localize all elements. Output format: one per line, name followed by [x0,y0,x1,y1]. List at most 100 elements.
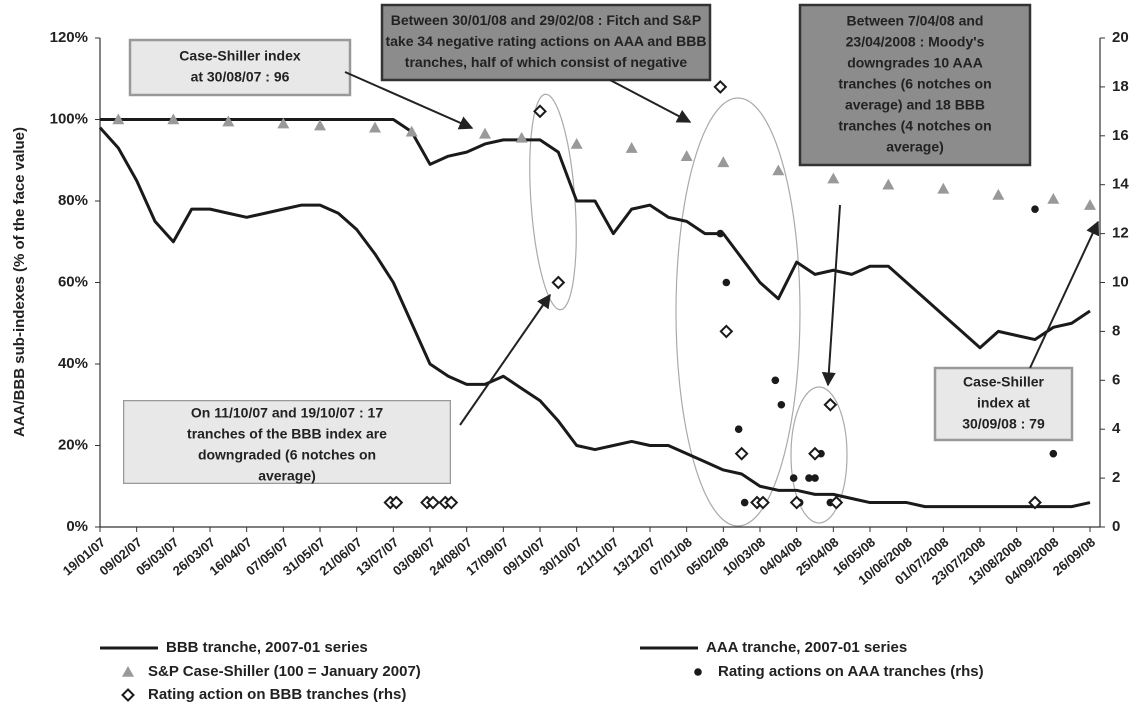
y-axis-label: AAA/BBB sub-indexes (% of the face value… [11,127,28,437]
y-tick-label: 0% [66,518,88,535]
annotation: On 11/10/07 and 19/10/07 : 17 tranches of… [123,400,451,484]
legend-label: AAA tranche, 2007-01 series [706,639,907,656]
bbb-rating-point [756,495,770,510]
case-shiller-point [369,121,381,133]
legend-label: Rating action on BBB tranches (rhs) [148,686,406,703]
annotation-text: tranches of the BBB index are [187,426,387,442]
annotation-box [798,3,1032,167]
case-shiller-point [1084,199,1096,210]
ellipse [675,97,801,527]
case-shiller-point [112,113,125,125]
bbb-rating-point [426,495,440,510]
annotation-text: tranches (6 notches on [838,76,991,92]
bbb-rating-point [789,495,804,510]
annotation-box [128,38,352,97]
case-shiller-point [1047,192,1060,204]
y2-tick-label: 0 [1112,518,1120,535]
annotation-text: average) and 18 BBB [845,97,985,113]
case-shiller-point [625,142,638,153]
y-tick-label: 120% [50,29,88,46]
annotation-box [380,3,712,82]
bbb-rating-point [551,275,566,290]
annotation-text: Between 30/01/08 and 29/02/08 : Fitch an… [391,12,701,28]
case-shiller-point [570,137,583,149]
annotation-text: take 34 negative rating actions on AAA a… [385,33,706,49]
annotation-text: average) [886,139,944,155]
y-tick-label: 100% [50,110,88,127]
legend-label: S&P Case-Shiller (100 = January 2007) [148,663,421,680]
legend-swatch [121,688,135,702]
aaa-rating-point [734,425,743,434]
aaa-rating-point [777,400,786,409]
case-shiller-point [167,113,180,125]
bbb-rating-point [444,495,459,510]
bbb-rating-point [734,446,749,461]
annotation-text: downgraded (6 notches on [198,447,376,463]
case-shiller-point [937,182,950,194]
annotation-arrow [609,79,692,123]
y2-tick-label: 4 [1112,420,1121,437]
annotation-text: index at [977,395,1030,411]
aaa-rating-point [740,498,749,507]
case-shiller-point [992,188,1005,200]
annotation-box [123,400,451,484]
bbb-rating-point [1028,495,1042,510]
annotation-arrow [459,293,551,426]
annotation-text: 23/04/2008 : Moody's [846,34,985,50]
y-tick-label: 60% [58,273,88,290]
annotation-box [933,366,1074,442]
aaa-rating-point [771,376,780,385]
y2-tick-label: 18 [1112,78,1129,95]
case-shiller-point [827,172,840,184]
aaa-rating-point [805,474,813,482]
aaa-rating-point [811,474,819,482]
case-shiller-point [882,178,895,190]
series-line [100,118,1091,350]
annotation-text: downgrades 10 AAA [847,55,983,71]
bbb-rating-point [389,495,404,510]
y2-tick-label: 8 [1112,322,1120,339]
bbb-rating-point [533,104,547,119]
y-tick-label: 40% [58,355,88,372]
legend-label: Rating actions on AAA tranches (rhs) [718,663,984,680]
case-shiller-point [680,150,693,161]
bbb-rating-point [713,79,728,94]
annotation: Case-Shiller index at 30/08/07 : 96 [128,38,352,97]
case-shiller-point [277,117,290,129]
aaa-rating-point [716,229,725,238]
bbb-rating-point [823,397,838,412]
aaa-rating-point [789,474,798,482]
y2-tick-label: 20 [1112,29,1129,46]
case-shiller-point [314,119,326,131]
y2-tick-label: 12 [1112,225,1129,242]
annotation-arrow [821,204,841,387]
annotation-text: Between 7/04/08 and [847,13,984,29]
annotation-text: average) [258,468,316,484]
legend-label: BBB tranche, 2007-01 series [166,639,368,656]
annotation-text: at 30/08/07 : 96 [191,69,290,85]
ellipse [529,93,577,311]
case-shiller-point [405,125,418,137]
y-tick-label: 80% [58,192,88,209]
case-shiller-point [717,156,730,168]
bbb-rating-point [808,446,822,461]
ellipse [790,386,848,524]
annotation-text: tranches, half of which consist of negat… [405,54,688,70]
bbb-rating-point [719,324,734,339]
annotation-text: tranches (4 notches on [838,118,991,134]
series-line [98,126,1091,509]
legend-swatch [122,666,134,677]
y-tick-label: 20% [58,436,88,453]
annotation-arrow [1029,220,1100,369]
annotation-arrow [344,71,474,130]
y2-tick-label: 10 [1112,273,1129,290]
aaa-rating-point [1049,449,1058,458]
annotation-text: 30/09/08 : 79 [962,416,1045,432]
y2-tick-label: 14 [1112,176,1129,193]
aaa-rating-point [722,278,731,287]
annotation-text: Case-Shiller [963,374,1044,390]
y2-tick-label: 16 [1112,127,1129,144]
case-shiller-point [479,127,491,139]
annotation-text: Case-Shiller index [179,48,301,64]
